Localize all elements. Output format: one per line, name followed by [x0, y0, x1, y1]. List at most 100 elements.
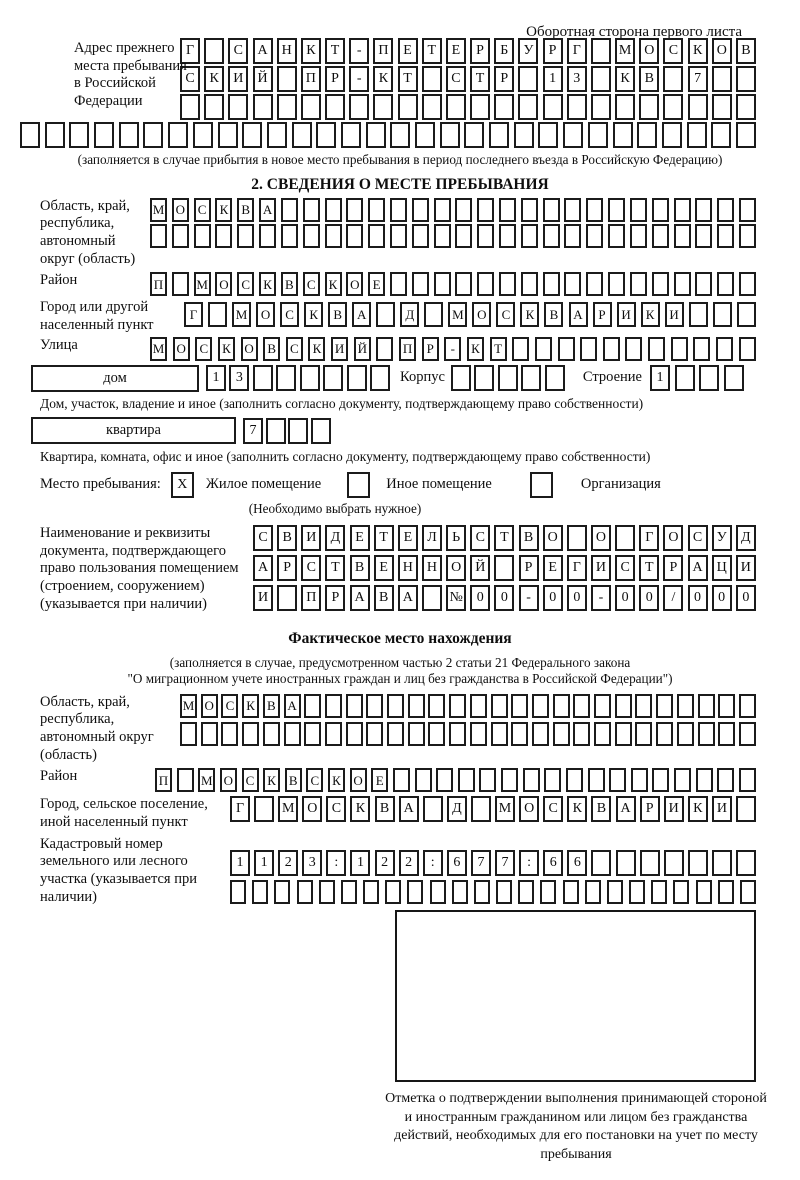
char-box[interactable] [180, 94, 200, 120]
char-box[interactable] [168, 122, 189, 148]
char-box[interactable] [717, 223, 735, 248]
char-box[interactable]: О [171, 197, 189, 222]
char-box[interactable]: К [263, 768, 281, 793]
char-box[interactable] [455, 197, 473, 222]
char-box[interactable] [449, 693, 467, 718]
char-box[interactable] [421, 585, 442, 612]
char-box[interactable] [346, 365, 367, 392]
char-box[interactable] [573, 721, 591, 746]
char-box[interactable] [414, 768, 432, 793]
char-box[interactable]: Г [566, 38, 587, 64]
char-box[interactable]: Й [252, 66, 273, 92]
char-box[interactable]: О [240, 336, 258, 361]
char-box[interactable] [346, 197, 364, 222]
char-box[interactable] [606, 879, 623, 904]
char-box[interactable] [215, 223, 233, 248]
char-box[interactable] [237, 223, 255, 248]
char-box[interactable]: К [308, 336, 326, 361]
char-box[interactable] [277, 585, 298, 612]
char-box[interactable] [496, 879, 513, 904]
char-box[interactable]: О [219, 768, 237, 793]
char-box[interactable] [411, 197, 429, 222]
char-box[interactable]: И [301, 525, 322, 552]
char-box[interactable]: С [285, 336, 303, 361]
char-box[interactable]: 0 [735, 585, 756, 612]
char-box[interactable]: К [687, 796, 708, 823]
char-box[interactable] [445, 94, 466, 120]
char-box[interactable] [651, 879, 668, 904]
char-box[interactable] [670, 336, 688, 361]
char-box[interactable]: М [495, 796, 516, 823]
char-box[interactable] [635, 693, 653, 718]
char-box[interactable]: Р [421, 336, 439, 361]
char-box[interactable]: К [204, 66, 225, 92]
char-box[interactable] [489, 122, 510, 148]
char-box[interactable] [221, 721, 239, 746]
char-box[interactable]: К [215, 197, 233, 222]
char-box[interactable] [397, 94, 418, 120]
char-box[interactable] [464, 122, 485, 148]
char-box[interactable] [477, 223, 495, 248]
char-box[interactable] [208, 302, 228, 328]
char-box[interactable]: 7 [495, 849, 516, 876]
char-box[interactable]: С [228, 38, 249, 64]
char-box[interactable] [200, 721, 218, 746]
char-box[interactable] [474, 365, 495, 392]
char-box[interactable] [421, 66, 442, 92]
char-box[interactable] [439, 122, 460, 148]
char-box[interactable] [242, 122, 263, 148]
char-box[interactable] [512, 336, 530, 361]
char-box[interactable] [346, 223, 364, 248]
char-box[interactable]: Д [446, 796, 467, 823]
char-box[interactable]: И [616, 302, 636, 328]
char-box[interactable]: К [304, 302, 324, 328]
char-box[interactable] [304, 721, 322, 746]
char-box[interactable]: Е [397, 38, 418, 64]
char-box[interactable] [608, 272, 626, 297]
char-box[interactable] [563, 122, 584, 148]
char-box[interactable] [609, 768, 627, 793]
char-box[interactable] [673, 879, 690, 904]
char-box[interactable] [433, 223, 451, 248]
char-box[interactable] [513, 122, 534, 148]
char-box[interactable] [242, 721, 260, 746]
char-box[interactable]: Г [566, 555, 587, 582]
char-box[interactable] [324, 223, 342, 248]
char-box[interactable] [686, 122, 707, 148]
char-box[interactable] [451, 879, 468, 904]
char-box[interactable] [573, 693, 591, 718]
char-box[interactable] [455, 272, 473, 297]
char-box[interactable]: У [711, 525, 732, 552]
char-box[interactable]: Г [230, 796, 250, 823]
char-box[interactable]: Й [353, 336, 371, 361]
char-box[interactable]: В [591, 796, 612, 823]
char-box[interactable]: П [150, 272, 167, 297]
char-box[interactable] [738, 272, 756, 297]
char-box[interactable]: - [349, 66, 370, 92]
char-box[interactable]: Р [325, 585, 346, 612]
char-box[interactable]: № [446, 585, 467, 612]
char-box[interactable] [534, 336, 552, 361]
char-box[interactable] [150, 223, 167, 248]
char-box[interactable] [531, 721, 549, 746]
char-box[interactable]: О [446, 555, 467, 582]
char-box[interactable] [479, 768, 497, 793]
char-box[interactable]: О [200, 693, 218, 718]
char-box[interactable]: - [590, 585, 611, 612]
char-box[interactable] [629, 272, 647, 297]
char-box[interactable] [511, 693, 529, 718]
char-box[interactable]: С [496, 302, 516, 328]
char-box[interactable] [365, 122, 386, 148]
char-box[interactable]: П [300, 66, 321, 92]
char-box[interactable]: К [640, 302, 660, 328]
char-box[interactable] [520, 197, 538, 222]
char-box[interactable]: О [302, 796, 323, 823]
char-box[interactable]: - [444, 336, 462, 361]
char-box[interactable] [340, 122, 361, 148]
char-box[interactable]: О [542, 525, 563, 552]
char-box[interactable]: 1 [230, 849, 250, 876]
char-box[interactable]: Т [489, 336, 507, 361]
char-box[interactable]: : [519, 849, 540, 876]
char-box[interactable] [520, 223, 538, 248]
char-box[interactable] [629, 197, 647, 222]
